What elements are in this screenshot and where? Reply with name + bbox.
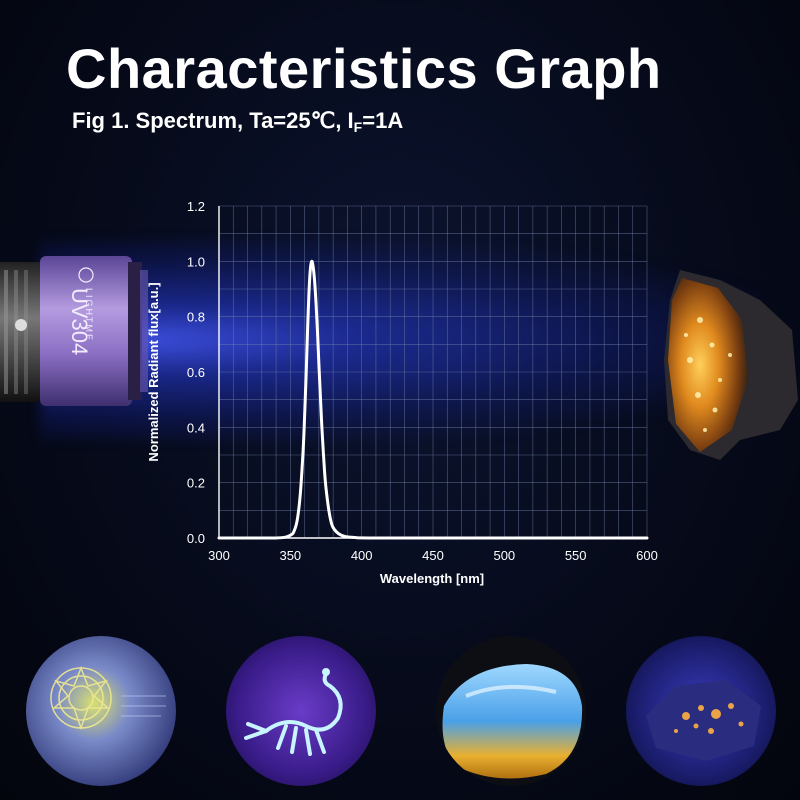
y-tick-label: 1.2 <box>187 199 205 214</box>
y-tick-label: 0.4 <box>187 420 205 435</box>
y-axis-label: Normalized Radiant flux[a.u.] <box>146 282 161 461</box>
uv-amber-stone-photo <box>436 636 586 786</box>
x-tick-label: 350 <box>279 548 301 563</box>
caption-tail: =1A <box>362 108 404 133</box>
x-tick-label: 300 <box>208 548 230 563</box>
uv-scorpion-photo <box>226 636 376 786</box>
uv-light-beam <box>40 240 760 440</box>
x-tick-label: 400 <box>351 548 373 563</box>
x-tick-label: 550 <box>565 548 587 563</box>
caption-subscript: F <box>353 119 363 135</box>
x-axis-label: Wavelength [nm] <box>380 571 484 586</box>
y-tick-label: 0.6 <box>187 365 205 380</box>
spectrum-curve <box>217 259 649 540</box>
caption-main: Fig 1. Spectrum, Ta=25℃, I <box>72 108 354 133</box>
y-tick-label: 0.0 <box>187 531 205 546</box>
uv-mineral-photo <box>626 636 776 786</box>
x-tick-label: 500 <box>493 548 515 563</box>
page-title: Characteristics Graph <box>66 37 662 100</box>
uv-document-watermark-photo <box>26 636 176 786</box>
y-tick-label: 0.8 <box>187 310 205 325</box>
figure-caption: Fig 1. Spectrum, Ta=25℃, IF=1A <box>72 108 403 135</box>
x-tick-label: 600 <box>636 548 658 563</box>
chart-grid <box>218 205 648 539</box>
y-tick-label: 1.0 <box>187 254 205 269</box>
y-tick-label: 0.2 <box>187 476 205 491</box>
x-tick-label: 450 <box>422 548 444 563</box>
chart-tick-labels: 300 350 400 450 500 550 600 0.0 0.2 0.4 0.6 0.8 1.0 1… <box>187 199 658 563</box>
